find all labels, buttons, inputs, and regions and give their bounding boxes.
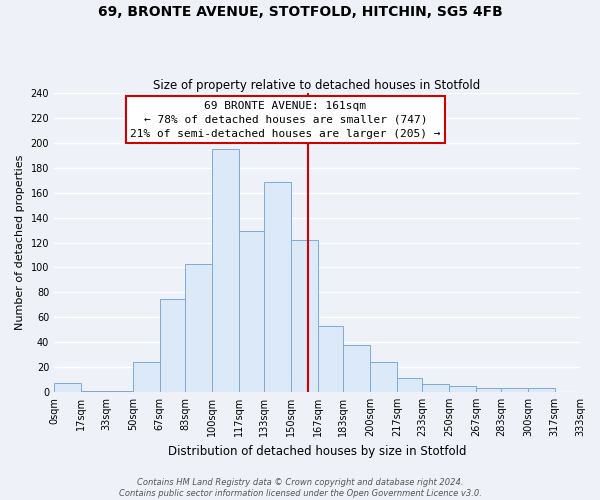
Bar [476,388,501,392]
Y-axis label: Number of detached properties: Number of detached properties [15,155,25,330]
Title: Size of property relative to detached houses in Stotfold: Size of property relative to detached ho… [154,79,481,92]
Bar [291,240,318,392]
Bar [264,182,291,392]
Text: 69, BRONTE AVENUE, STOTFOLD, HITCHIN, SG5 4FB: 69, BRONTE AVENUE, STOTFOLD, HITCHIN, SG… [98,5,502,19]
Bar [106,390,133,392]
Bar [54,383,81,392]
Text: 69 BRONTE AVENUE: 161sqm
← 78% of detached houses are smaller (747)
21% of semi-: 69 BRONTE AVENUE: 161sqm ← 78% of detach… [130,100,441,138]
X-axis label: Distribution of detached houses by size in Stotfold: Distribution of detached houses by size … [168,444,466,458]
Bar [318,326,343,392]
Bar [133,362,160,392]
Bar [449,386,476,392]
Bar [370,362,397,392]
Bar [160,298,185,392]
Text: Contains HM Land Registry data © Crown copyright and database right 2024.
Contai: Contains HM Land Registry data © Crown c… [119,478,481,498]
Bar [422,384,449,392]
Bar [501,388,528,392]
Bar [81,390,106,392]
Bar [397,378,422,392]
Bar [528,388,555,392]
Bar [185,264,212,392]
Bar [239,232,264,392]
Bar [212,149,239,392]
Bar [343,344,370,392]
